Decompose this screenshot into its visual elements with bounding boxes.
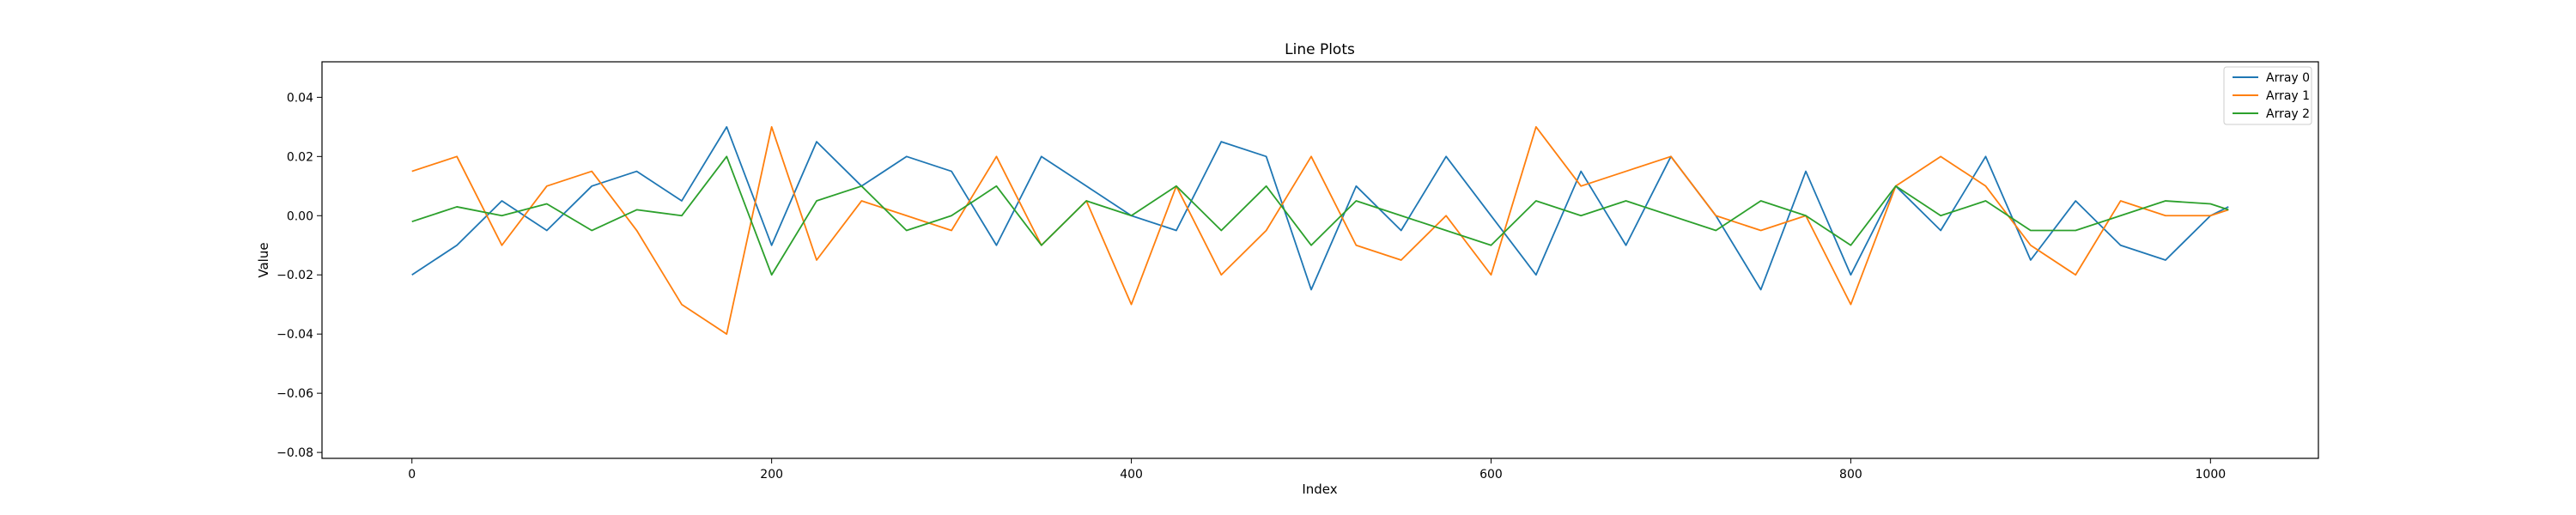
y-tick-label: −0.02 — [276, 269, 313, 282]
y-tick-label: −0.04 — [276, 328, 313, 342]
legend-box — [2223, 66, 2312, 125]
x-tick-label: 600 — [1479, 468, 1503, 482]
x-tick-label: 1000 — [2196, 468, 2227, 482]
legend-label-array-1: Array 1 — [2266, 89, 2310, 103]
x-tick-label: 400 — [1120, 468, 1143, 482]
x-tick-label: 200 — [760, 468, 783, 482]
y-axis-label: Value — [256, 242, 271, 277]
legend: Array 0 Array 1 Array 2 — [2223, 66, 2312, 125]
series-line-array-1 — [411, 125, 2229, 336]
x-tick-label: 800 — [1839, 468, 1862, 482]
y-tick-label: −0.06 — [276, 387, 313, 401]
y-tick-label: 0.02 — [287, 150, 313, 164]
series-layer — [411, 125, 2229, 336]
x-axis: 0 200 400 600 800 1000 — [408, 458, 2226, 482]
chart-title: Line Plots — [1285, 41, 1355, 58]
y-tick-label: 0.00 — [287, 209, 313, 223]
y-axis: −0.08 −0.06 −0.04 −0.02 0.00 0.02 0.04 — [276, 91, 322, 460]
plot-frame — [321, 61, 2319, 459]
series-line-array-2 — [411, 155, 2229, 276]
y-tick-label: 0.04 — [287, 91, 313, 105]
legend-label-array-0: Array 0 — [2266, 71, 2310, 85]
series-line-array-0 — [411, 125, 2229, 291]
x-tick-label: 0 — [408, 468, 416, 482]
x-axis-label: Index — [1302, 482, 1337, 497]
y-tick-label: −0.08 — [276, 446, 313, 460]
legend-label-array-2: Array 2 — [2266, 107, 2310, 121]
